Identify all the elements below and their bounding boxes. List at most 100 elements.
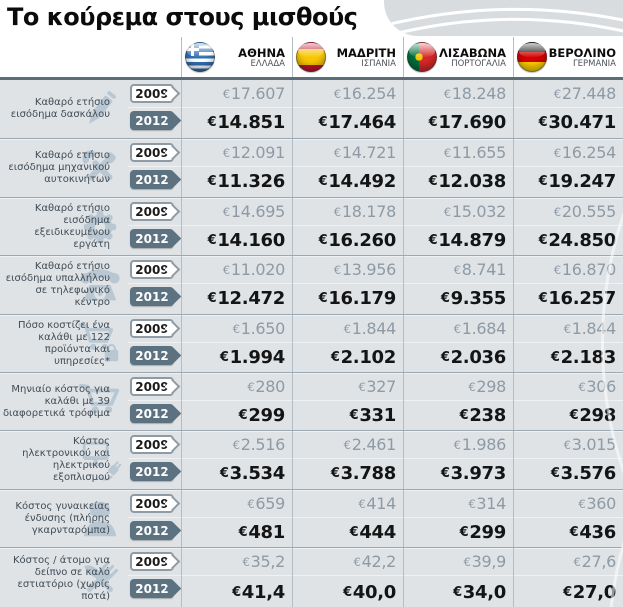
- value-2012: €11.326: [207, 171, 286, 192]
- value-2009: €414: [358, 494, 396, 513]
- tools-icon: [74, 139, 126, 197]
- year-badge-2009: 2009: [130, 143, 174, 162]
- year-badge-2012: 2012: [130, 404, 174, 423]
- germany-flag-icon: [517, 42, 547, 72]
- value-2009: €18.248: [443, 84, 507, 103]
- value-2012: €34,0: [453, 581, 506, 603]
- value-2009: €3.015: [563, 435, 617, 454]
- value-2012: €2.183: [550, 346, 616, 368]
- year-badge-2012: 2012: [130, 111, 174, 130]
- gear-icon: [74, 198, 126, 255]
- value-2009: €1.844: [343, 319, 397, 338]
- year-badge-2012: 2012: [130, 521, 174, 540]
- value-2012: €14.851: [207, 112, 286, 133]
- value-2012: €299: [238, 404, 286, 426]
- year-badge-2009: 2009: [130, 552, 174, 571]
- column-header-lisbon: ΛΙΣΑΒΩΝΑ ΠΟΡΤΟΓΑΛΙΑ: [403, 37, 514, 77]
- value-2009: €14.695: [222, 202, 286, 221]
- value-2012: €16.179: [318, 288, 397, 309]
- value-2012: €27,0: [563, 581, 616, 603]
- cutlery-icon: [74, 548, 126, 607]
- value-2012: €17.690: [428, 112, 507, 133]
- value-2012: €331: [349, 404, 397, 426]
- value-2009: €42,2: [353, 552, 397, 571]
- value-2009: €16.870: [553, 260, 617, 279]
- spain-flag-icon: [296, 42, 326, 72]
- cart-bag-icon: [74, 315, 126, 372]
- table-row-teacher-income: Καθαρό ετήσιο εισόδημα δασκάλου 2009 201…: [0, 80, 623, 138]
- value-2009: €14.721: [333, 143, 397, 162]
- value-2009: €8.741: [453, 260, 507, 279]
- data-table: Καθαρό ετήσιο εισόδημα δασκάλου 2009 201…: [0, 77, 623, 607]
- row-divider: [128, 575, 623, 576]
- row-label: Κόστος γυναικείας ένδυσης (πλήρης γκαρντ…: [15, 500, 110, 536]
- row-divider: [128, 458, 623, 459]
- value-2009: €1.986: [453, 435, 507, 454]
- country-label: ΠΟΡΤΟΓΑΛΙΑ: [451, 58, 506, 69]
- column-header-athens: ΑΘΗΝΑ ΕΛΛΑΔΑ: [181, 37, 293, 77]
- value-2012: €2.036: [440, 346, 506, 368]
- value-2009: €659: [247, 494, 285, 513]
- value-2012: €30.471: [538, 112, 617, 133]
- year-badge-2009: 2009: [130, 377, 174, 396]
- greece-flag-icon: [185, 42, 215, 72]
- row-label: Καθαρό ετήσιο εισόδημα μηχανικού αυτοκιν…: [8, 150, 110, 185]
- year-badge-2012: 2012: [130, 346, 174, 365]
- value-2009: €1.650: [232, 319, 286, 338]
- value-2009: €1.684: [453, 319, 507, 338]
- value-2009: €2.516: [232, 435, 286, 454]
- table-row-womens-clothing: Κόστος γυναικείας ένδυσης (πλήρης γκαρντ…: [0, 489, 623, 547]
- value-2009: €16.254: [553, 143, 617, 162]
- city-label: ΛΙΣΑΒΩΝΑ: [438, 45, 506, 60]
- row-divider: [128, 400, 623, 401]
- value-2009: €11.020: [222, 260, 286, 279]
- value-2012: €16.260: [318, 229, 397, 251]
- value-2012: €9.355: [440, 288, 506, 309]
- table-row-callcenter-income: Καθαρό ετήσιο εισόδημα υπαλλήλου σε τηλε…: [0, 255, 623, 314]
- value-2009: €27.448: [553, 84, 617, 103]
- country-label: ΕΛΛΑΔΑ: [250, 58, 285, 69]
- value-2012: €40,0: [343, 581, 396, 603]
- year-badge-2009: 2009: [130, 260, 174, 279]
- arc-decoration-icon: [384, 7, 623, 36]
- value-2009: €327: [358, 377, 396, 396]
- cart-icon: [74, 373, 126, 430]
- year-badge-2012: 2012: [130, 462, 174, 481]
- city-label: ΒΕΡΟΛΙΝΟ: [548, 45, 616, 60]
- value-2009: €16.254: [333, 84, 397, 103]
- value-2012: €481: [238, 521, 286, 543]
- value-2009: €39,9: [463, 552, 507, 571]
- table-row-restaurant-dinner: Κόστος / άτομο για δείπνο σε καλό εστιατ…: [0, 547, 623, 607]
- value-2009: €17.607: [222, 84, 286, 103]
- row-label: Καθαρό ετήσιο εισόδημα δασκάλου: [10, 97, 110, 120]
- year-badge-2009: 2009: [130, 494, 174, 513]
- monitor-plug-icon: [74, 431, 126, 489]
- value-2012: €436: [569, 521, 617, 543]
- table-row-basket-122: Πόσο κοστίζει ένα καλάθι με 122 προϊόντα…: [0, 314, 623, 372]
- value-2009: €2.461: [343, 435, 397, 454]
- row-label: Κόστος ηλεκτρονικού και ηλεκτρικού εξοπλ…: [22, 436, 110, 483]
- column-header-berlin: ΒΕΡΟΛΙΝΟ ΓΕΡΜΑΝΙΑ: [513, 37, 623, 77]
- city-label: ΜΑΔΡΙΤΗ: [336, 45, 396, 60]
- year-badge-2009: 2009: [130, 84, 174, 103]
- table-row-mechanic-income: Καθαρό ετήσιο εισόδημα μηχανικού αυτοκιν…: [0, 138, 623, 197]
- year-badge-2012: 2012: [130, 229, 174, 248]
- row-label: Καθαρό ετήσιο εισόδημα υπαλλήλου σε τηλε…: [5, 261, 110, 308]
- row-divider: [128, 166, 623, 167]
- row-divider: [128, 225, 623, 226]
- value-2012: €298: [569, 404, 617, 426]
- value-2009: €298: [468, 377, 506, 396]
- page-title: Το κούρεμα στους μισθούς: [7, 3, 358, 31]
- year-badge-2012: 2012: [130, 579, 174, 598]
- year-badge-2012: 2012: [130, 287, 174, 306]
- value-2012: €14.160: [207, 229, 286, 251]
- row-divider: [128, 342, 623, 343]
- value-2012: €3.973: [440, 463, 506, 484]
- value-2012: €12.038: [428, 171, 507, 192]
- value-2012: €17.464: [318, 112, 397, 133]
- value-2009: €12.091: [222, 143, 286, 162]
- value-2009: €20.555: [553, 202, 617, 221]
- year-badge-2009: 2009: [130, 202, 174, 221]
- row-label: Καθαρό ετήσιο εισόδημα εξειδικευμένου ερ…: [34, 202, 110, 250]
